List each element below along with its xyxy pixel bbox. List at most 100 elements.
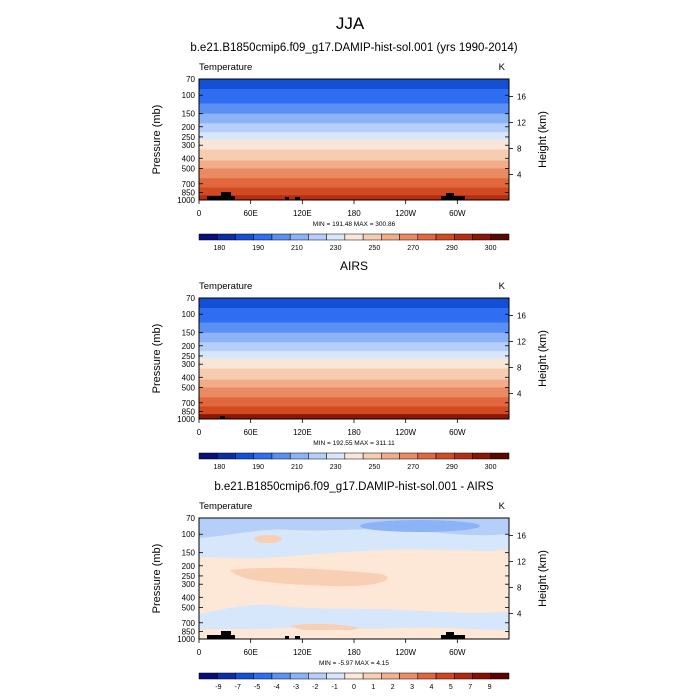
contour-band	[360, 520, 480, 532]
panel-right-label: K	[499, 501, 506, 512]
colorbar-label: 270	[407, 464, 419, 471]
x-tick-label: 60E	[244, 648, 258, 657]
colorbar-swatch	[289, 233, 309, 241]
x-tick-label: 60W	[449, 209, 466, 218]
y-tick-label: 700	[182, 180, 196, 189]
colorbar-swatch	[472, 452, 492, 460]
y-tick-label: 400	[182, 373, 196, 382]
x-tick-label: 0	[197, 209, 202, 218]
colorbar-label: 270	[407, 245, 419, 252]
y-tick-label: 200	[182, 562, 196, 571]
contour-band	[199, 178, 509, 189]
colorbar-label: 1	[371, 684, 375, 691]
x-tick-label: 120E	[293, 209, 312, 218]
x-tick-label: 120W	[395, 648, 416, 657]
colorbar-label: 290	[446, 464, 458, 471]
x-tick-label: 0	[197, 648, 202, 657]
x-tick-label: 0	[197, 428, 202, 437]
colorbar-swatch	[454, 672, 473, 680]
terrain-mask	[285, 197, 289, 200]
y-tick-label: 850	[182, 408, 196, 417]
colorbar-label: -1	[332, 684, 338, 691]
terrain-mask	[446, 632, 454, 639]
panel-left-label: Temperature	[199, 501, 252, 512]
x-tick-label: 120E	[293, 428, 312, 437]
y-tick-label: 200	[182, 342, 196, 351]
colorbar-swatch	[198, 672, 218, 680]
colorbar-swatch	[289, 452, 309, 460]
field	[199, 298, 509, 419]
y-tick-label: 200	[182, 123, 196, 132]
contour-band	[254, 535, 282, 543]
colorbar-swatch	[435, 233, 455, 241]
colorbar-swatch	[454, 452, 473, 460]
y2-axis-label: Height (km)	[537, 330, 549, 387]
y-tick-label: 700	[182, 619, 196, 628]
colorbar-label: 250	[369, 245, 381, 252]
panel-right-label: K	[499, 62, 506, 73]
y2-tick-label: 12	[517, 338, 526, 347]
colorbar-swatch	[253, 672, 273, 680]
y-tick-label: 70	[186, 514, 195, 523]
y-tick-label: 100	[182, 530, 196, 539]
colorbar-label: -7	[235, 684, 241, 691]
contour-band	[199, 397, 509, 408]
colorbar-label: 300	[485, 245, 497, 252]
colorbar-swatch	[326, 233, 346, 241]
colorbar-swatch	[417, 233, 437, 241]
colorbar-swatch	[472, 672, 492, 680]
contour-band	[199, 187, 509, 196]
x-tick-label: 60W	[449, 428, 466, 437]
colorbar-label: 2	[391, 684, 395, 691]
field	[199, 518, 509, 639]
x-tick-label: 180	[347, 209, 361, 218]
colorbar-label: 230	[330, 245, 342, 252]
contour-band	[199, 604, 509, 630]
y2-tick-label: 16	[517, 93, 526, 102]
y2-tick-label: 16	[517, 312, 526, 321]
contour-band	[199, 368, 509, 381]
colorbar-swatch	[417, 452, 437, 460]
y-tick-label: 150	[182, 329, 196, 338]
panel-title: b.e21.B1850cmip6.f09_g17.DAMIP-hist-sol.…	[190, 42, 517, 54]
terrain-mask	[446, 193, 454, 200]
y-tick-label: 250	[182, 352, 196, 361]
contour-band	[199, 168, 509, 179]
colorbar-swatch	[454, 233, 473, 241]
contour-band	[199, 351, 509, 360]
panel-right-label: K	[499, 281, 506, 292]
colorbar-label: 7	[468, 684, 472, 691]
colorbar-swatch	[271, 452, 291, 460]
y-tick-label: 700	[182, 399, 196, 408]
colorbar-swatch	[326, 672, 346, 680]
colorbar-label: 230	[330, 464, 342, 471]
contour-band	[199, 132, 509, 141]
field	[199, 79, 509, 200]
y-axis-label: Pressure (mb)	[151, 324, 163, 394]
terrain-mask	[221, 192, 231, 200]
panel-1: b.e21.B1850cmip6.f09_g17.DAMIP-hist-sol.…	[151, 42, 549, 252]
panel-title: AIRS	[340, 259, 368, 273]
colorbar-swatch	[216, 452, 236, 460]
colorbar-swatch	[362, 452, 382, 460]
y-tick-label: 500	[182, 603, 196, 612]
y-tick-label: 150	[182, 110, 196, 119]
y-tick-label: 300	[182, 141, 196, 150]
colorbar-swatch	[253, 233, 273, 241]
colorbar-label: 300	[485, 464, 497, 471]
x-tick-label: 120W	[395, 209, 416, 218]
colorbar-label: 210	[291, 245, 303, 252]
contour-band	[199, 92, 509, 105]
colorbar-swatch	[435, 452, 455, 460]
colorbar-swatch	[399, 672, 419, 680]
y-tick-label: 250	[182, 572, 196, 581]
y-tick-label: 850	[182, 189, 196, 198]
colorbar-swatch	[362, 672, 382, 680]
y2-tick-label: 8	[517, 364, 522, 373]
colorbar-swatch	[235, 452, 254, 460]
colorbar-label: 190	[252, 464, 264, 471]
y-tick-label: 300	[182, 580, 196, 589]
colorbar-label: 5	[449, 684, 453, 691]
y-tick-label: 150	[182, 549, 196, 558]
